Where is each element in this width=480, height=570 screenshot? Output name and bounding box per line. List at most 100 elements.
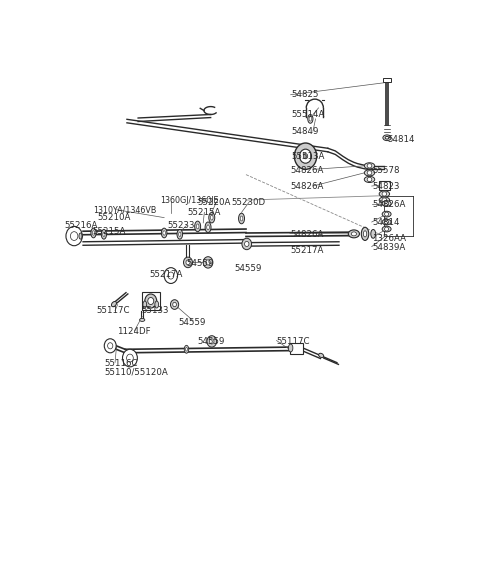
Ellipse shape — [195, 221, 201, 231]
Ellipse shape — [79, 233, 82, 239]
Text: 55133: 55133 — [141, 306, 168, 315]
Ellipse shape — [364, 170, 375, 176]
Text: 55210A: 55210A — [97, 213, 131, 222]
Ellipse shape — [382, 198, 387, 202]
Bar — [379, 181, 390, 190]
Text: 55216A: 55216A — [64, 221, 98, 230]
Circle shape — [164, 268, 178, 283]
Ellipse shape — [240, 216, 243, 221]
Circle shape — [186, 260, 190, 264]
Ellipse shape — [309, 117, 312, 121]
Circle shape — [104, 339, 116, 353]
Text: 1124DF: 1124DF — [117, 327, 150, 336]
Ellipse shape — [239, 213, 244, 224]
Ellipse shape — [351, 232, 357, 236]
Circle shape — [206, 260, 210, 265]
Ellipse shape — [384, 227, 389, 231]
Ellipse shape — [101, 230, 107, 239]
Bar — [383, 78, 391, 83]
Text: 1310YA/1346VB: 1310YA/1346VB — [93, 205, 156, 214]
Ellipse shape — [308, 115, 313, 123]
Ellipse shape — [367, 170, 372, 175]
Circle shape — [71, 231, 78, 241]
Ellipse shape — [111, 302, 117, 307]
Ellipse shape — [205, 222, 211, 233]
Circle shape — [108, 343, 113, 349]
Ellipse shape — [382, 226, 391, 232]
Ellipse shape — [379, 197, 390, 203]
Text: 54559: 54559 — [197, 337, 224, 346]
Text: 54849: 54849 — [291, 127, 319, 136]
Bar — [290, 343, 303, 353]
Ellipse shape — [163, 231, 166, 235]
Text: 55215A: 55215A — [93, 227, 126, 236]
Ellipse shape — [184, 345, 189, 353]
Ellipse shape — [364, 163, 375, 169]
Text: 1360GJ/1360JE: 1360GJ/1360JE — [160, 197, 219, 205]
Ellipse shape — [196, 224, 199, 229]
Circle shape — [148, 298, 154, 304]
Ellipse shape — [385, 136, 389, 139]
Circle shape — [127, 354, 133, 362]
Ellipse shape — [179, 232, 181, 237]
Circle shape — [294, 143, 317, 169]
Ellipse shape — [186, 348, 187, 351]
Text: 54826A: 54826A — [372, 200, 406, 209]
Ellipse shape — [209, 213, 215, 223]
Text: 1326AA: 1326AA — [372, 234, 407, 243]
Text: 54559: 54559 — [178, 317, 205, 327]
Ellipse shape — [382, 201, 391, 206]
Circle shape — [145, 294, 156, 308]
Ellipse shape — [161, 228, 167, 238]
Circle shape — [245, 241, 249, 247]
Text: 55513A: 55513A — [291, 152, 325, 161]
Text: 55110/55120A: 55110/55120A — [104, 368, 168, 377]
Ellipse shape — [91, 228, 96, 238]
Ellipse shape — [384, 220, 389, 224]
Text: 55233: 55233 — [168, 221, 195, 230]
Ellipse shape — [384, 212, 389, 216]
Text: 54559: 54559 — [234, 263, 262, 272]
Ellipse shape — [140, 319, 145, 321]
Ellipse shape — [361, 227, 369, 241]
Ellipse shape — [155, 301, 158, 308]
Bar — [142, 292, 160, 310]
Text: 54839A: 54839A — [372, 243, 406, 252]
Ellipse shape — [207, 225, 209, 230]
Ellipse shape — [92, 231, 95, 235]
Ellipse shape — [177, 230, 182, 239]
Ellipse shape — [382, 219, 391, 225]
Text: 54826A: 54826A — [290, 166, 323, 175]
Text: 54823: 54823 — [372, 182, 400, 192]
Circle shape — [122, 349, 137, 367]
Circle shape — [242, 238, 252, 250]
Text: 55217A: 55217A — [149, 270, 183, 279]
Text: 55230D: 55230D — [231, 198, 265, 207]
Ellipse shape — [319, 353, 324, 357]
Circle shape — [173, 302, 177, 307]
Ellipse shape — [364, 176, 375, 182]
Text: 54826A: 54826A — [290, 230, 323, 239]
Text: 55578: 55578 — [372, 166, 400, 175]
Circle shape — [207, 336, 216, 347]
Text: 55116C: 55116C — [104, 359, 137, 368]
Ellipse shape — [371, 230, 376, 238]
Circle shape — [203, 256, 213, 268]
Circle shape — [210, 339, 214, 344]
Ellipse shape — [383, 135, 391, 141]
Circle shape — [300, 149, 312, 163]
Ellipse shape — [143, 301, 147, 308]
Circle shape — [183, 257, 192, 268]
Ellipse shape — [210, 215, 213, 220]
Text: 54814: 54814 — [387, 135, 415, 144]
Ellipse shape — [382, 192, 387, 196]
Text: 54814: 54814 — [372, 218, 400, 227]
Ellipse shape — [103, 232, 105, 237]
Text: 54826A: 54826A — [290, 182, 323, 192]
Ellipse shape — [367, 164, 372, 168]
Circle shape — [303, 153, 308, 159]
Text: 55117C: 55117C — [276, 337, 310, 346]
Circle shape — [168, 272, 174, 279]
Text: 55217A: 55217A — [290, 246, 323, 255]
Ellipse shape — [363, 231, 367, 237]
